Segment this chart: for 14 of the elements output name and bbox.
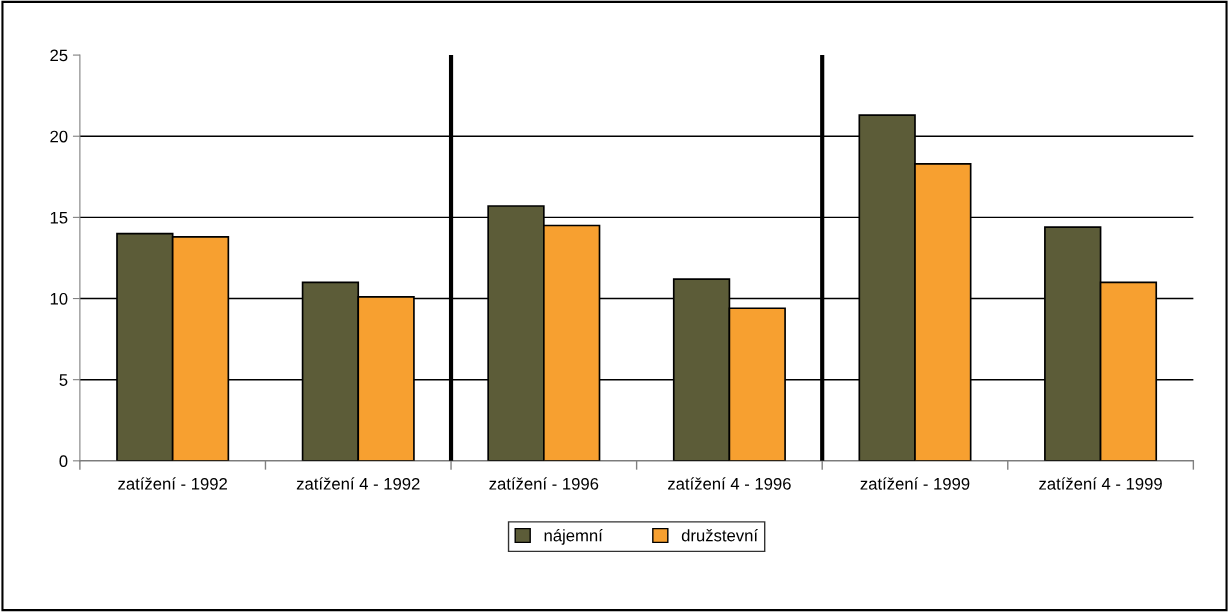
x-tick-label: zatížení - 1999 [860, 477, 970, 490]
x-tick-label: zatížení 4 - 1992 [296, 477, 420, 490]
x-tick-label: zatížení - 1996 [489, 477, 599, 490]
x-tick-label: zatížení - 1992 [118, 477, 227, 490]
legend-label: nájemní [544, 528, 603, 545]
y-tick-label: 15 [50, 211, 68, 224]
y-tick-label: 25 [50, 49, 68, 62]
y-tick-label: 20 [50, 130, 68, 143]
y-tick-label: 5 [59, 374, 68, 386]
legend-label: družstevní [681, 528, 758, 542]
x-tick-label: zatížení 4 - 1996 [668, 477, 791, 490]
y-tick-label: 0 [59, 455, 68, 468]
x-tick-label: zatížení 4 - 1999 [1039, 477, 1162, 490]
y-tick-label: 10 [50, 292, 68, 305]
